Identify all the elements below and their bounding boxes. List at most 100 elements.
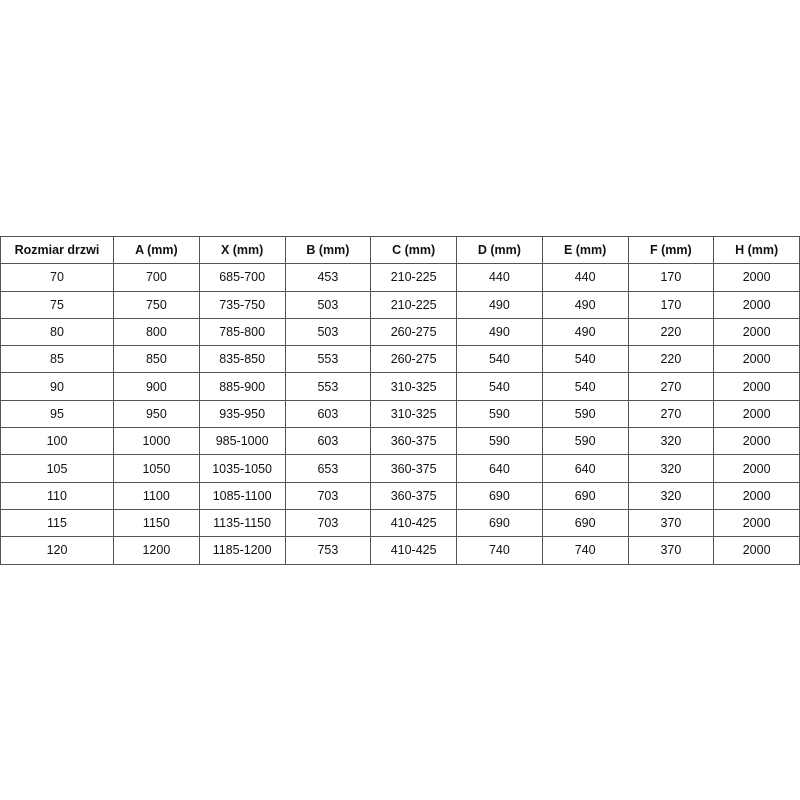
header-row: Rozmiar drzwi A (mm) X (mm) B (mm) C (mm) D (… (0, 235, 800, 265)
table-cell: 360-375 (370, 427, 457, 456)
table-cell: 220 (627, 345, 715, 374)
table-row: 100 1000 985-1000 603 360-375 590 590 320 2000 (0, 427, 800, 456)
table-cell: 110 (0, 481, 114, 510)
table-cell: 440 (541, 263, 629, 292)
table-cell: 603 (284, 427, 372, 456)
table-cell: 603 (284, 399, 372, 429)
table-cell: 540 (541, 372, 629, 401)
table-cell: 270 (627, 372, 715, 401)
table-cell: 590 (456, 399, 543, 429)
column-header: Rozmiar drzwi (0, 235, 114, 265)
table-cell: 320 (627, 427, 715, 456)
table-cell: 703 (284, 508, 372, 538)
table-cell: 1035-1050 (198, 454, 286, 483)
column-header: X (mm) (198, 235, 286, 265)
table-cell: 115 (0, 508, 114, 538)
table-cell: 700 (113, 263, 200, 292)
table-row: 95 950 935-950 603 310-325 590 590 270 2000 (0, 399, 800, 429)
table-cell: 440 (456, 263, 543, 292)
table-cell: 370 (627, 508, 715, 538)
table-cell: 170 (627, 263, 715, 292)
table-cell: 690 (456, 508, 543, 538)
table-cell: 75 (0, 290, 114, 319)
table-cell: 950 (113, 399, 200, 429)
column-header: H (mm) (713, 235, 800, 265)
table-row: 90 900 885-900 553 310-325 540 540 270 2000 (0, 372, 800, 401)
table-cell: 100 (0, 427, 114, 456)
table-row: 115 1150 1135-1150 703 410-425 690 690 370 2000 (0, 508, 800, 538)
table-cell: 2000 (713, 427, 800, 456)
table-cell: 653 (284, 454, 372, 483)
table-cell: 170 (627, 290, 715, 319)
table-row: 75 750 735-750 503 210-225 490 490 170 2000 (0, 290, 800, 319)
table-cell: 885-900 (198, 372, 286, 401)
table-cell: 985-1000 (198, 427, 286, 456)
table-cell: 1185-1200 (198, 536, 286, 565)
table-cell: 740 (541, 536, 629, 565)
table-cell: 1135-1150 (198, 508, 286, 538)
table-cell: 685-700 (198, 263, 286, 292)
table-cell: 210-225 (370, 263, 457, 292)
table-cell: 2000 (713, 536, 800, 565)
table-cell: 490 (541, 290, 629, 319)
table-cell: 1085-1100 (198, 481, 286, 510)
table-cell: 320 (627, 481, 715, 510)
table-row: 110 1100 1085-1100 703 360-375 690 690 320 2000 (0, 481, 800, 510)
table-cell: 105 (0, 454, 114, 483)
table-cell: 410-425 (370, 508, 457, 538)
table-cell: 2000 (713, 317, 800, 347)
table-cell: 785-800 (198, 317, 286, 347)
table-cell: 1050 (113, 454, 200, 483)
table-cell: 360-375 (370, 454, 457, 483)
table-cell: 503 (284, 290, 372, 319)
dimensions-table: Rozmiar drzwi A (mm) X (mm) B (mm) C (mm) D (… (0, 235, 800, 565)
table-cell: 2000 (713, 481, 800, 510)
table-cell: 310-325 (370, 372, 457, 401)
table-cell: 2000 (713, 290, 800, 319)
table-cell: 2000 (713, 345, 800, 374)
table-cell: 2000 (713, 372, 800, 401)
table-cell: 120 (0, 536, 114, 565)
table-cell: 80 (0, 317, 114, 347)
table-cell: 703 (284, 481, 372, 510)
table-cell: 320 (627, 454, 715, 483)
table-cell: 95 (0, 399, 114, 429)
table-row: 70 700 685-700 453 210-225 440 440 170 2000 (0, 263, 800, 292)
table-cell: 935-950 (198, 399, 286, 429)
table-cell: 590 (541, 399, 629, 429)
column-header: A (mm) (113, 235, 200, 265)
table-cell: 70 (0, 263, 114, 292)
table-cell: 540 (541, 345, 629, 374)
table-cell: 850 (113, 345, 200, 374)
table-cell: 900 (113, 372, 200, 401)
table-cell: 503 (284, 317, 372, 347)
table-cell: 640 (456, 454, 543, 483)
column-header: E (mm) (541, 235, 629, 265)
table-cell: 750 (113, 290, 200, 319)
table-cell: 2000 (713, 508, 800, 538)
table-cell: 690 (456, 481, 543, 510)
table-cell: 540 (456, 372, 543, 401)
table-cell: 640 (541, 454, 629, 483)
table-cell: 90 (0, 372, 114, 401)
table-cell: 490 (456, 290, 543, 319)
table-cell: 210-225 (370, 290, 457, 319)
table-cell: 490 (456, 317, 543, 347)
column-header: B (mm) (284, 235, 372, 265)
table-row: 80 800 785-800 503 260-275 490 490 220 2000 (0, 317, 800, 347)
table-cell: 453 (284, 263, 372, 292)
table-cell: 220 (627, 317, 715, 347)
table-cell: 2000 (713, 454, 800, 483)
column-header: D (mm) (456, 235, 543, 265)
table-cell: 800 (113, 317, 200, 347)
column-header: C (mm) (370, 235, 457, 265)
column-header: F (mm) (627, 235, 715, 265)
table-cell: 270 (627, 399, 715, 429)
table-cell: 690 (541, 481, 629, 510)
table-cell: 260-275 (370, 317, 457, 347)
table-cell: 690 (541, 508, 629, 538)
table-cell: 260-275 (370, 345, 457, 374)
table-row: 85 850 835-850 553 260-275 540 540 220 2000 (0, 345, 800, 374)
table-cell: 490 (541, 317, 629, 347)
table-cell: 410-425 (370, 536, 457, 565)
